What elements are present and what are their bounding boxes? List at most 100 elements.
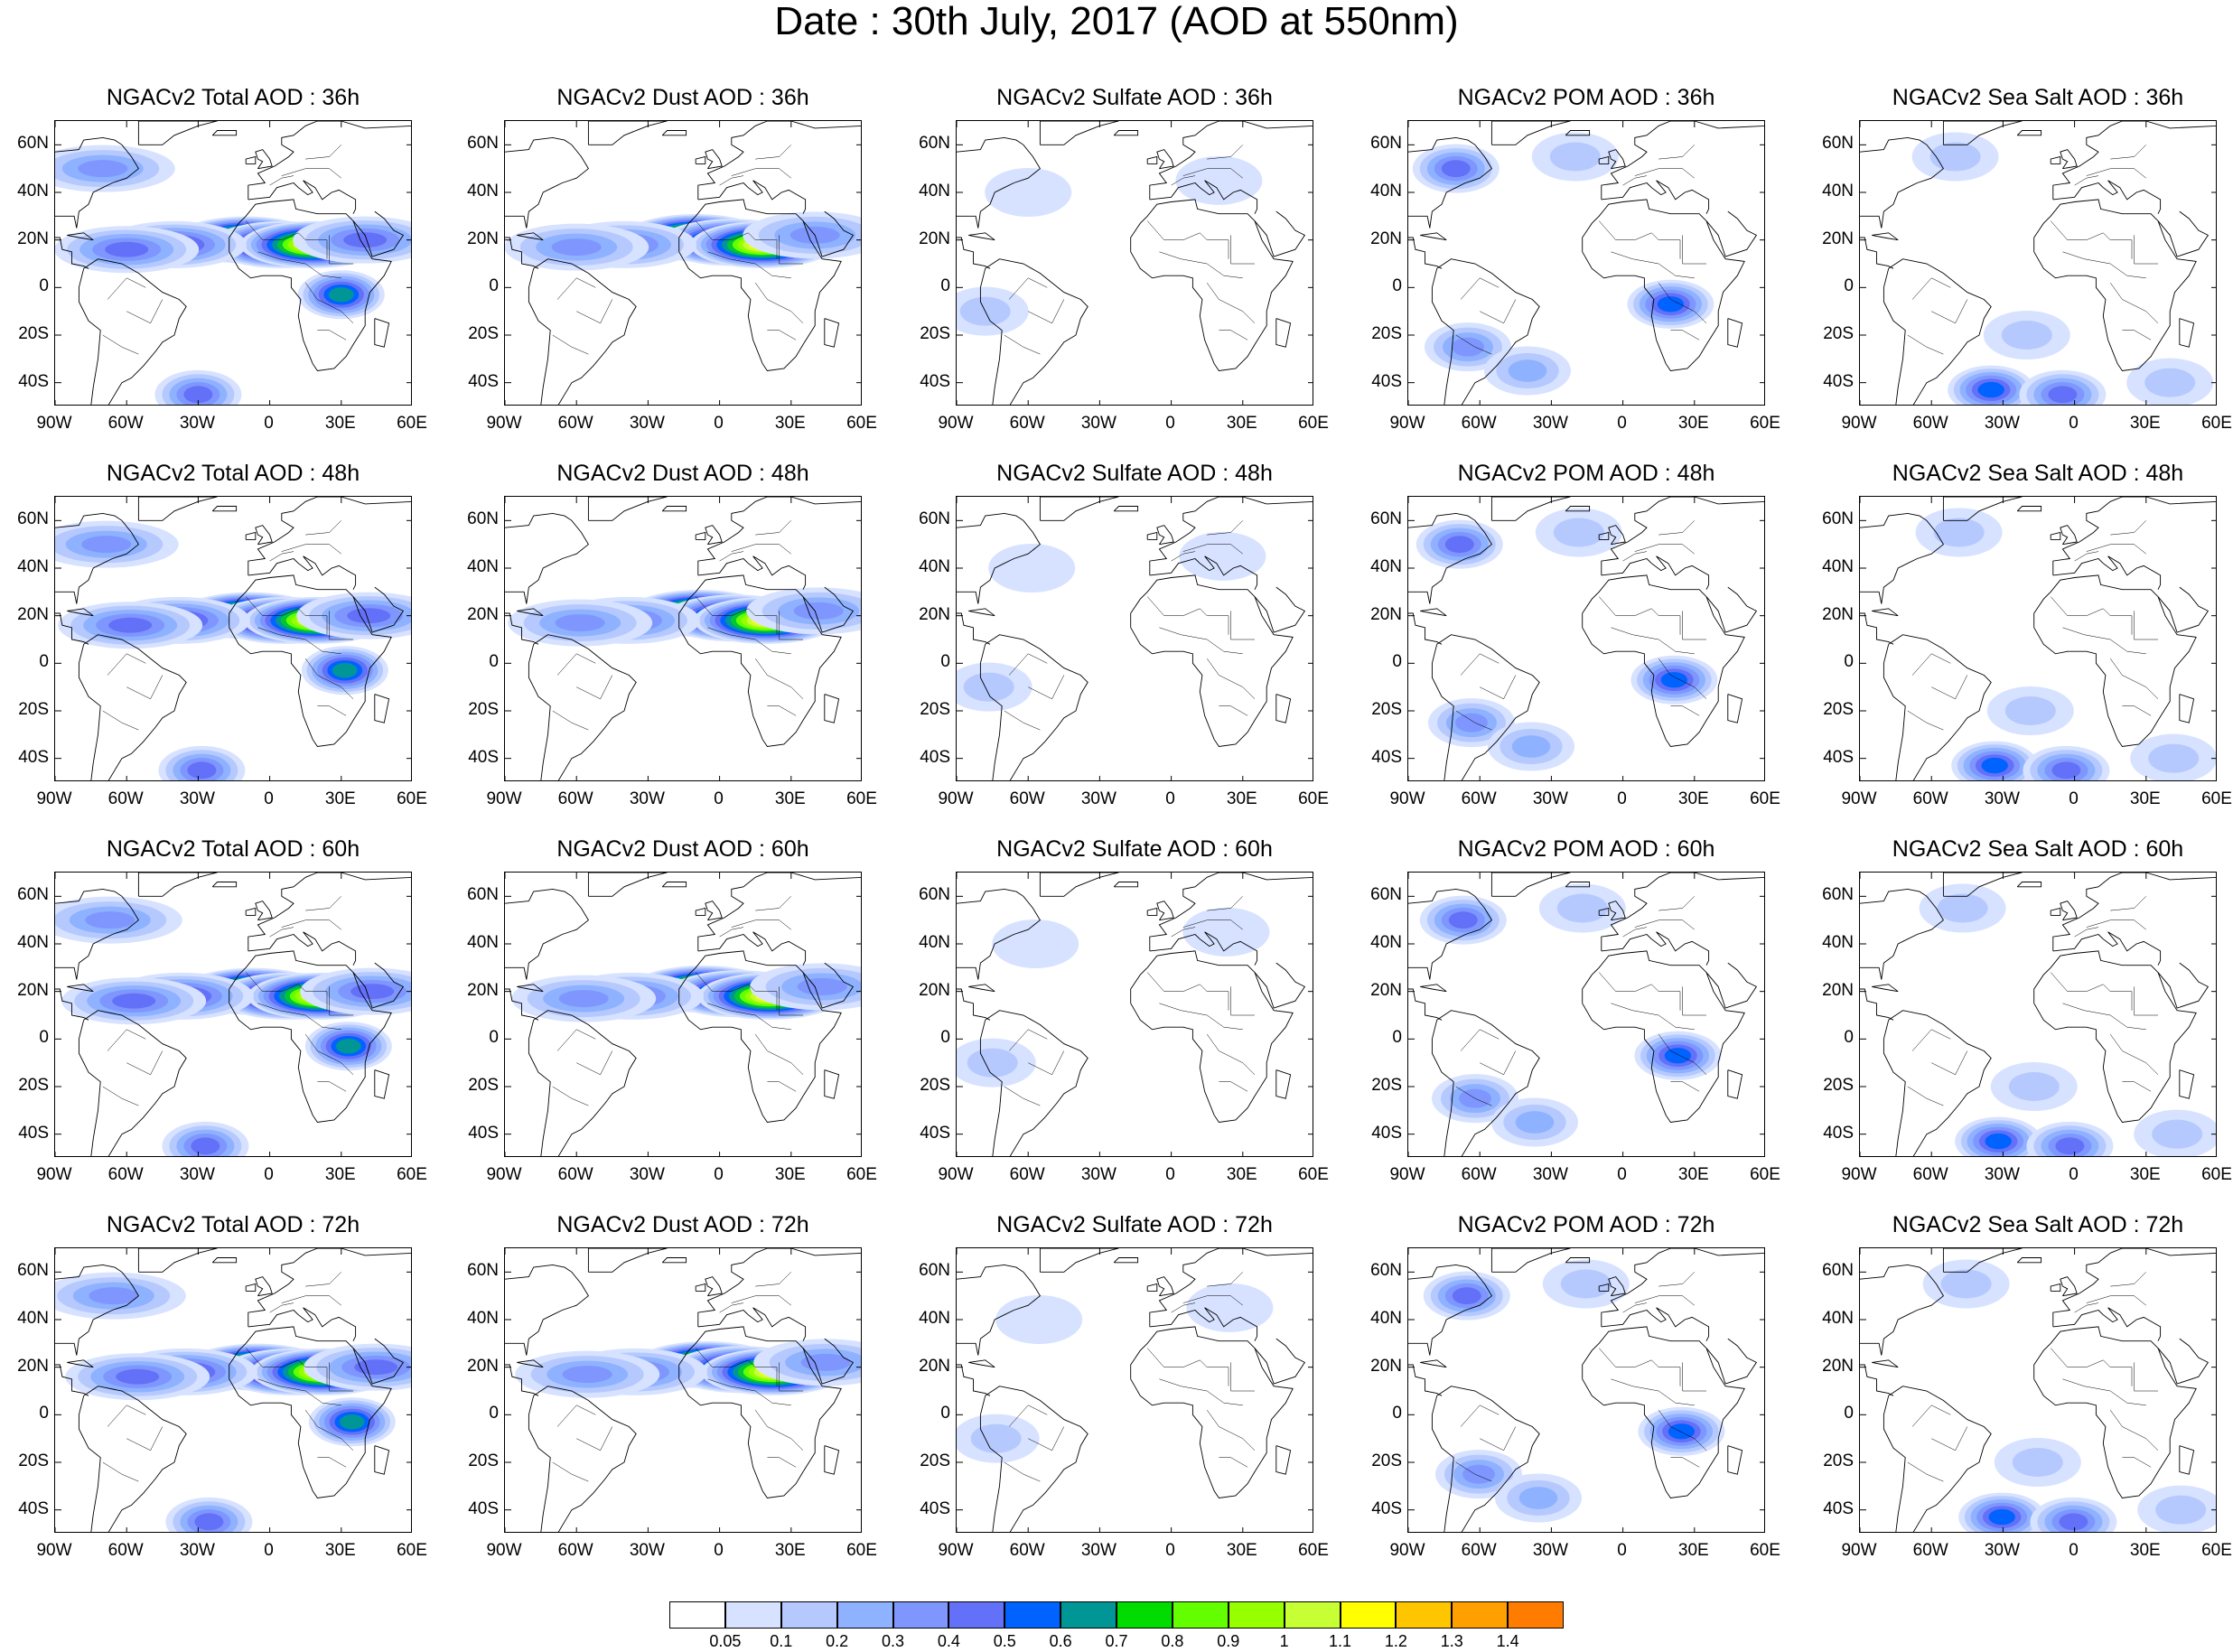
lat-tick-label: 20S	[1823, 324, 1854, 343]
coastline	[968, 608, 995, 617]
lon-tick-label: 60W	[107, 1165, 144, 1184]
country-border	[102, 1461, 139, 1482]
lon-tick-label: 60E	[846, 414, 877, 433]
lon-tick-label: 60W	[557, 1165, 593, 1184]
coastline	[248, 1248, 411, 1327]
country-border	[1455, 1461, 1492, 1482]
country-border	[317, 1457, 347, 1468]
coastline	[1727, 694, 1743, 723]
coastline	[1113, 1257, 1139, 1264]
coastline	[1860, 1364, 1894, 1396]
aod-contour	[194, 1513, 224, 1531]
country-border	[1182, 1295, 1243, 1306]
lon-tick-label: 60E	[397, 414, 427, 433]
map-panel	[956, 872, 1313, 1157]
coastline	[1601, 1248, 1764, 1327]
coastline	[824, 694, 840, 723]
coastline	[245, 531, 257, 540]
lon-tick-label: 0	[714, 1165, 724, 1184]
lat-tick-label: 20N	[919, 1356, 950, 1376]
aod-map	[957, 873, 1313, 1156]
lat-tick-label: 20N	[467, 604, 499, 624]
country-border	[257, 627, 341, 655]
lat-tick-label: 20S	[18, 1076, 49, 1095]
figure-title: Date : 30th July, 2017 (AOD at 550nm)	[774, 0, 1459, 43]
coastline	[695, 155, 706, 164]
country-border	[1611, 1378, 1695, 1406]
lon-tick-label: 60E	[846, 1541, 877, 1560]
country-border	[1480, 1426, 1517, 1451]
country-border	[1911, 277, 1951, 300]
country-border	[731, 919, 791, 930]
lon-tick-label: 60E	[2201, 789, 2232, 808]
coastline	[1156, 149, 1174, 170]
coastline	[1727, 318, 1743, 348]
country-border	[1207, 145, 1243, 160]
country-border	[2074, 551, 2099, 562]
lon-tick-label: 30W	[1080, 1165, 1116, 1184]
country-border	[2086, 1295, 2146, 1306]
aod-map	[1408, 873, 1764, 1156]
coastline	[248, 873, 411, 951]
country-border	[107, 1029, 146, 1051]
coastline	[78, 258, 187, 405]
coastline	[2157, 210, 2210, 257]
aod-contour	[555, 614, 605, 632]
country-border	[305, 520, 341, 536]
country-border	[107, 277, 146, 300]
coastline	[2050, 907, 2061, 916]
coastline	[1130, 950, 1294, 1123]
colorbar-tick-label: 0.8	[1161, 1632, 1184, 1650]
lat-tick-label: 0	[39, 1028, 49, 1048]
lon-tick-label: 0	[714, 789, 724, 808]
coastline	[1601, 873, 1764, 951]
coastline	[1149, 121, 1313, 200]
country-border	[552, 334, 589, 355]
lon-tick-label: 30E	[1226, 414, 1257, 433]
lon-tick-label: 60E	[1750, 789, 1780, 808]
coastline	[2052, 555, 2162, 590]
lon-tick-label: 90W	[486, 414, 522, 433]
country-border	[2062, 627, 2146, 655]
coastline	[957, 512, 1041, 604]
country-border	[755, 896, 791, 911]
lat-tick-label: 40S	[468, 747, 499, 767]
lat-tick-label: 20S	[468, 324, 499, 343]
lat-tick-label: 0	[940, 652, 950, 672]
aod-contour	[562, 1366, 612, 1384]
country-border	[2110, 145, 2146, 160]
country-border	[298, 984, 328, 1011]
aod-contour	[1518, 1487, 1558, 1509]
colorbar-tick-label: 0.9	[1217, 1632, 1240, 1650]
colorbar-swatch	[1172, 1601, 1229, 1629]
lon-tick-label: 30W	[1080, 1541, 1116, 1560]
country-border	[269, 1302, 294, 1313]
aod-contour	[116, 1368, 160, 1385]
aod-map	[505, 873, 861, 1156]
lat-tick-label: 60N	[17, 509, 49, 529]
coastline	[1608, 149, 1626, 170]
coastline	[1408, 888, 1492, 980]
country-border	[1455, 710, 1492, 731]
lon-tick-label: 30E	[774, 1165, 806, 1184]
lat-tick-label: 20N	[1822, 229, 1854, 248]
lon-tick-label: 90W	[36, 789, 72, 808]
country-border	[126, 299, 164, 324]
colorbar-swatch	[1284, 1601, 1341, 1629]
map-panel	[54, 496, 412, 781]
coastline	[1420, 232, 1447, 241]
country-border	[1658, 896, 1695, 911]
map-panel	[1407, 1247, 1765, 1533]
lat-tick-label: 40N	[17, 182, 49, 201]
coastline	[2016, 882, 2042, 888]
coastline	[2157, 962, 2210, 1009]
coastline	[1582, 950, 1745, 1123]
country-border	[767, 330, 797, 341]
lat-tick-label: 0	[940, 1404, 950, 1423]
map-panel	[504, 120, 862, 406]
panel-title: NGACv2 Sulfate AOD : 72h	[996, 1212, 1273, 1237]
lon-tick-label: 30E	[324, 1541, 356, 1560]
colorbar-swatch	[780, 1601, 837, 1629]
coastline	[1431, 258, 1540, 405]
country-border	[1670, 330, 1700, 341]
